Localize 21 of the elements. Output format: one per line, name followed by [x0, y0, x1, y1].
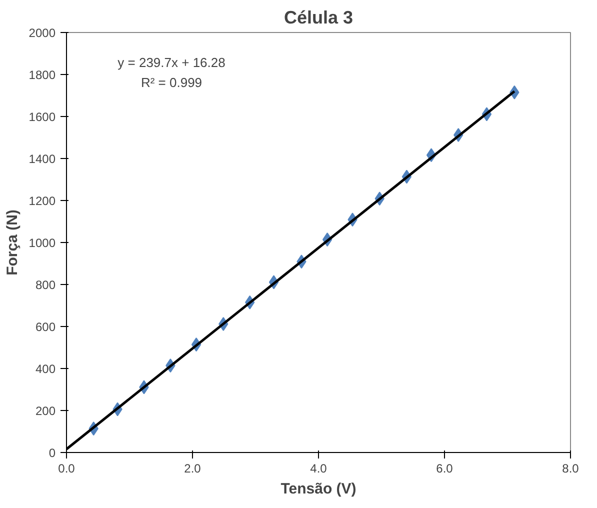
x-tick-label: 2.0 [184, 462, 202, 476]
annotation: y = 239.7x + 16.28 [118, 55, 226, 70]
x-tick-label: 4.0 [310, 462, 328, 476]
y-tick-label: 600 [35, 320, 56, 334]
y-tick-label: 800 [35, 278, 56, 292]
x-tick-label: 0.0 [58, 462, 76, 476]
y-tick-label: 1200 [28, 194, 56, 208]
y-tick-label: 2000 [28, 26, 56, 40]
y-tick-label: 1000 [28, 236, 56, 250]
y-tick-label: 200 [35, 404, 56, 418]
x-axis-title: Tensão (V) [280, 480, 356, 498]
x-tick-label: 8.0 [562, 462, 580, 476]
annotation: R² = 0.999 [140, 75, 202, 90]
y-tick-label: 1600 [28, 110, 56, 124]
y-axis-title: Força (N) [4, 210, 21, 276]
x-tick-label: 6.0 [436, 462, 454, 476]
y-tick-label: 1800 [28, 68, 56, 82]
chart-title: Célula 3 [284, 8, 354, 28]
y-tick-label: 400 [35, 362, 56, 376]
y-tick-label: 0 [48, 446, 56, 460]
y-tick-label: 1400 [28, 152, 56, 166]
